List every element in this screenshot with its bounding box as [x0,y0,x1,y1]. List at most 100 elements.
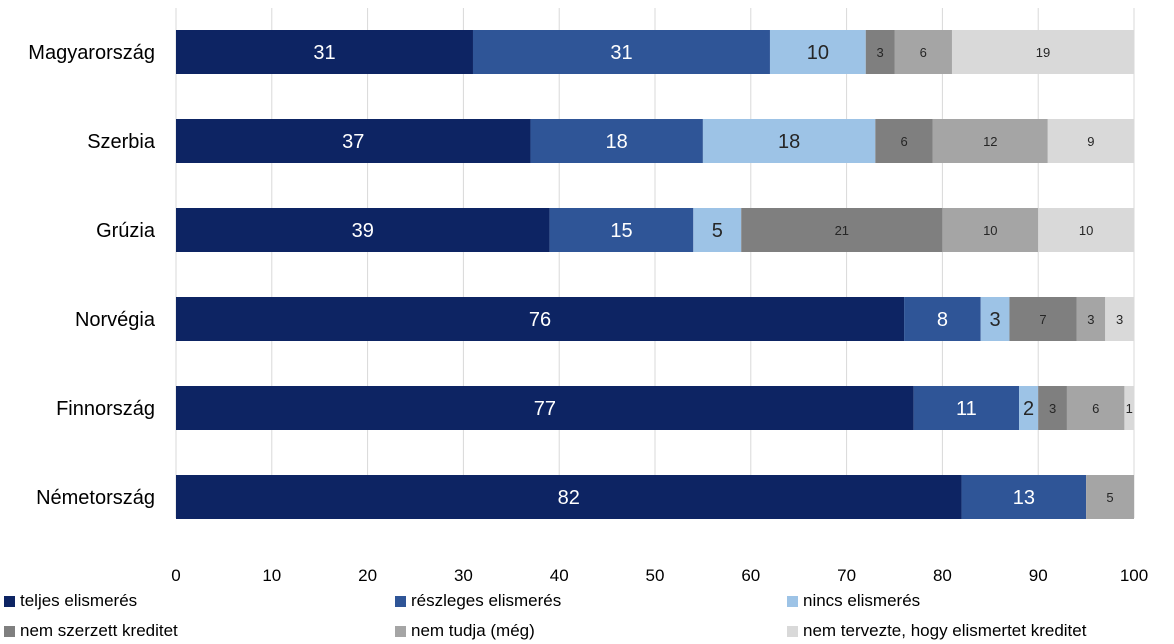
bar-segment [693,208,742,252]
legend-item: nincs elismerés [787,591,920,611]
x-tick-label: 10 [262,566,281,585]
bar-segment [1047,119,1134,163]
bar-segment [1105,297,1134,341]
legend-label: részleges elismerés [411,591,562,610]
data-label: 9 [1087,134,1094,149]
category-label: Szerbia [87,131,156,153]
x-tick-label: 100 [1120,566,1148,585]
legend-item: nem tervezte, hogy elismertet kreditet [787,621,1086,641]
legend-label: nem tervezte, hogy elismertet kreditet [803,621,1087,640]
data-label: 3 [1116,312,1123,327]
bar-segment [961,475,1087,519]
data-label: 6 [920,45,927,60]
legend-item: nem tudja (még) [395,621,535,641]
legend-label: nem szerzett kreditet [20,621,178,640]
data-label: 15 [610,220,632,242]
category-label: Finnország [56,398,155,420]
data-label: 37 [342,131,364,153]
data-label: 3 [1087,312,1094,327]
legend-item: teljes elismerés [4,591,137,611]
bar-segment [1076,297,1106,341]
data-label: 10 [807,42,829,64]
bar-segment [472,30,770,74]
legend: teljes elismerés részleges elismerés nin… [0,588,1174,644]
bar-segment [176,208,550,252]
category-labels: Magyarország Szerbia Grúzia Norvégia Finnors… [28,42,156,509]
data-label: 3 [990,309,1001,331]
bar-segment [904,297,981,341]
data-label: 2 [1023,398,1034,420]
bar-segment [942,208,1039,252]
x-tick-label: 40 [550,566,569,585]
legend-label: teljes elismerés [20,591,138,610]
data-label: 82 [558,487,580,509]
data-label: 13 [1013,487,1035,509]
bar-segment [980,297,1010,341]
data-label: 11 [956,398,977,420]
legend-item: nem szerzett kreditet [4,621,178,641]
legend-item: részleges elismerés [395,591,561,611]
legend-swatch [787,595,798,607]
bar-segment [913,386,1020,430]
data-label: 8 [937,309,948,331]
bar-segment [530,119,703,163]
data-label: 21 [835,223,849,238]
category-label: Norvégia [75,309,156,331]
x-tick-label: 80 [933,566,952,585]
bar-segment [1009,297,1077,341]
bar-segment [176,297,905,341]
bar-segment [1038,386,1067,430]
bar-segment [702,119,876,163]
data-label: 7 [1039,312,1046,327]
category-label: Németország [36,487,155,509]
bar-segment [932,119,1048,163]
bar-segment [176,386,914,430]
data-label: 10 [983,223,997,238]
bar-segment [1124,386,1134,430]
x-tick-label: 20 [358,566,377,585]
legend-swatch [4,625,15,637]
data-label: 6 [900,134,907,149]
bar-segment [894,30,952,74]
data-label: 1 [1126,401,1133,416]
legend-swatch [4,595,15,607]
bar-segment [741,208,943,252]
data-label: 5 [712,220,723,242]
data-label: 19 [1036,45,1050,60]
category-label: Magyarország [28,42,155,64]
x-tick-label: 70 [837,566,856,585]
category-label: Grúzia [96,220,156,242]
bar-segment [176,30,473,74]
bar-segment [951,30,1134,74]
bar-segment [1019,386,1039,430]
data-label: 5 [1106,490,1113,505]
gridlines [175,8,1135,518]
bar-segment [865,30,895,74]
bar-segment [549,208,694,252]
data-label: 12 [983,134,997,149]
x-tick-label: 90 [1029,566,1048,585]
data-label: 18 [606,131,628,153]
x-tick-label: 60 [741,566,760,585]
x-tick-label: 0 [171,566,180,585]
bar-segment [1038,208,1134,252]
bar-segment [1066,386,1125,430]
data-label: 3 [877,45,884,60]
legend-swatch [395,625,406,637]
data-label: 18 [778,131,800,153]
data-label: 31 [313,42,335,64]
data-label: 31 [610,42,632,64]
legend-swatch [395,595,406,607]
bar-segment [1086,475,1134,519]
x-axis-ticks: 0 10 20 30 40 50 60 70 80 90 100 [171,566,1148,585]
legend-label: nincs elismerés [803,591,921,610]
x-tick-label: 50 [646,566,665,585]
data-label: 6 [1092,401,1099,416]
data-label: 77 [534,398,556,420]
legend-label: nem tudja (még) [411,621,535,640]
data-label: 10 [1079,223,1093,238]
bar-segment [176,119,531,163]
x-tick-label: 30 [454,566,473,585]
